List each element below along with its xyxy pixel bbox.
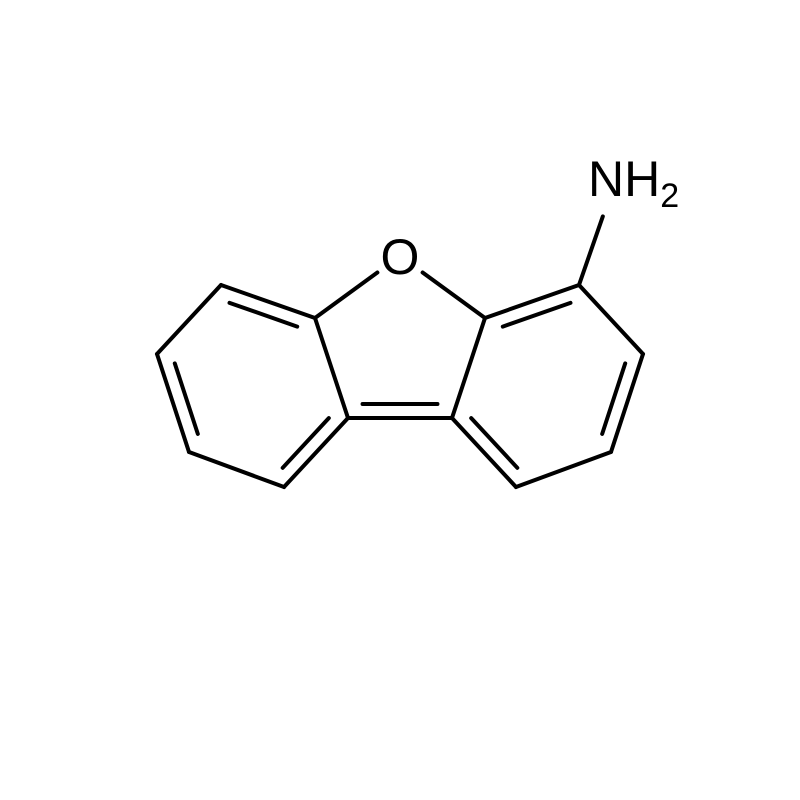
atom-label-O: O xyxy=(381,229,420,285)
molecule-diagram: O NH2 xyxy=(0,0,800,800)
atom-label-N: NH2 xyxy=(588,151,679,215)
labels-layer: O NH2 xyxy=(381,151,680,285)
